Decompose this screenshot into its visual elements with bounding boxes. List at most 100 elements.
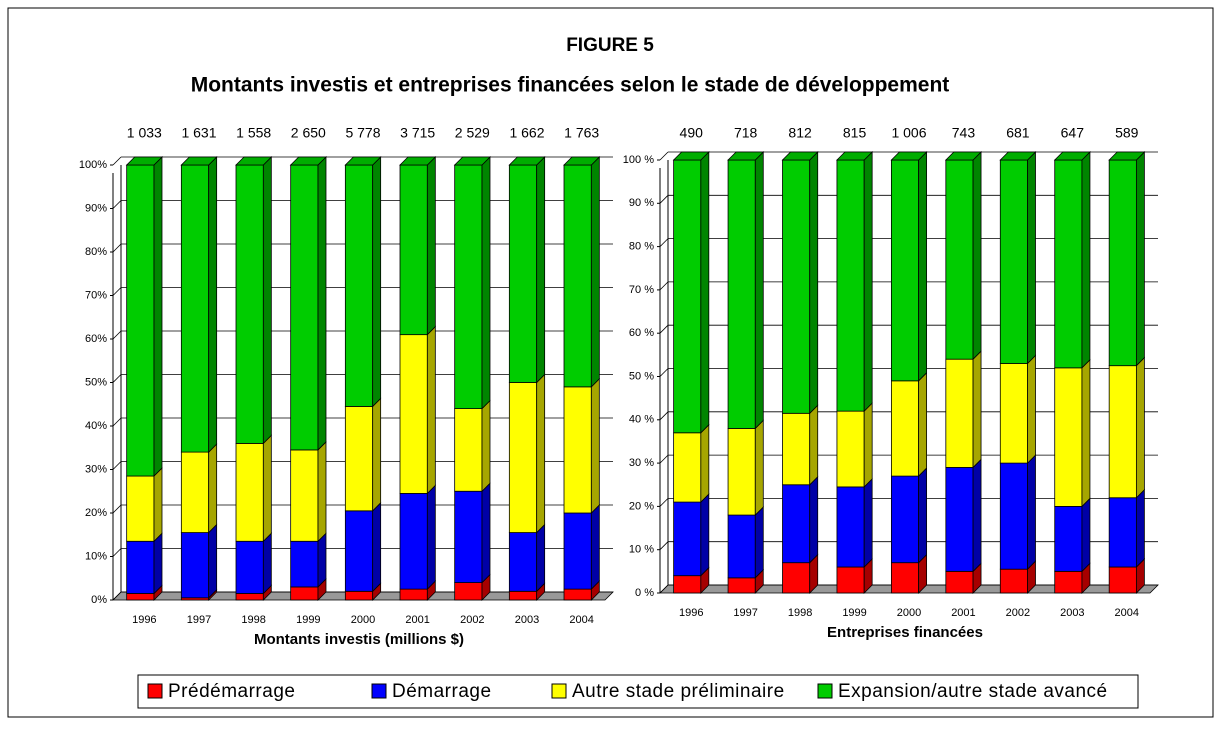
bar-side: [153, 467, 163, 543]
bar-segment: [344, 406, 374, 512]
bar-side: [481, 482, 491, 584]
legend-swatch-inner: [555, 687, 563, 695]
bar-segment: [782, 562, 811, 594]
total-label: 1 631: [181, 125, 216, 141]
bar-segment: [180, 532, 210, 599]
bar-top: [944, 151, 983, 161]
bar-side: [1027, 151, 1036, 365]
bar-segment: [1108, 566, 1137, 594]
bar-segment: [945, 467, 974, 572]
total-label: 647: [1061, 125, 1085, 141]
total-label: 1 006: [891, 125, 926, 141]
bar-segment: [1054, 159, 1083, 369]
bar-side: [262, 532, 272, 595]
bar-top: [1053, 151, 1091, 161]
bar-segment: [890, 380, 920, 477]
bar-segment: [673, 575, 702, 594]
bar-segment: [945, 358, 974, 468]
bar-side: [372, 156, 382, 408]
legend-label: Prédémarrage: [168, 681, 295, 702]
bar-side: [1081, 151, 1091, 369]
y-tick-label: 40 %: [629, 414, 654, 426]
bar-segment: [180, 451, 210, 533]
y-tick-label: 60%: [85, 333, 107, 345]
legend-label: Expansion/autre stade avancé: [838, 681, 1108, 702]
bar-side: [426, 156, 436, 336]
total-label: 589: [1115, 125, 1139, 141]
grid-line-side: [112, 461, 122, 470]
x-tick-label: 1998: [241, 614, 265, 626]
bar-segment: [126, 540, 155, 594]
bar-segment: [727, 577, 756, 594]
bar-segment: [399, 334, 428, 494]
bar-segment: [727, 159, 756, 429]
bar-segment: [727, 428, 756, 516]
bar-side: [481, 399, 491, 493]
bar-segment: [126, 164, 155, 477]
bar-segment: [126, 475, 155, 542]
total-label: 1 662: [509, 125, 544, 141]
bar-side: [317, 440, 327, 543]
grid-line-side: [659, 195, 669, 204]
y-tick-label: 50%: [85, 376, 107, 388]
bar-side: [918, 467, 928, 564]
bar-side: [590, 377, 600, 514]
grid-line-side: [659, 584, 669, 594]
y-tick-label: 50 %: [629, 370, 654, 382]
grid-line-side: [659, 498, 669, 507]
bar-side: [317, 156, 327, 451]
bar-segment: [673, 501, 702, 577]
bar-segment: [235, 593, 264, 601]
bar-segment: [290, 449, 319, 542]
bar-side: [809, 475, 819, 564]
bar-segment: [999, 568, 1028, 594]
bar-side: [153, 532, 163, 595]
bar-side: [700, 423, 710, 504]
grid-line-side: [112, 591, 122, 601]
y-tick-label: 0 %: [635, 587, 654, 599]
bar-segment: [1054, 367, 1083, 507]
bar-segment: [399, 493, 428, 590]
bar-segment: [399, 588, 428, 601]
legend-label: Démarrage: [392, 681, 492, 702]
grid-line-side: [112, 200, 122, 209]
y-tick-label: 20 %: [629, 500, 654, 512]
total-label: 3 715: [400, 125, 435, 141]
bar-side: [700, 151, 710, 434]
bar-top: [835, 151, 874, 161]
bar-side: [754, 151, 764, 430]
grid-line-side: [659, 454, 669, 464]
bar-side: [590, 504, 600, 591]
bar-segment: [782, 484, 811, 564]
grid-line-side: [112, 548, 122, 557]
bar-segment: [782, 412, 811, 486]
bar-segment: [454, 582, 483, 601]
grid-line-side: [112, 417, 122, 427]
grid-line-side: [112, 374, 122, 383]
bar-side: [536, 373, 546, 534]
total-label: 490: [680, 125, 704, 141]
legend-swatch-inner: [151, 687, 159, 695]
bar-segment: [344, 164, 374, 407]
bar-top: [235, 156, 273, 166]
y-tick-label: 40%: [85, 420, 107, 432]
x-tick-label: 1997: [187, 614, 211, 626]
grid-line-side: [659, 368, 669, 377]
y-tick-label: 100 %: [623, 154, 654, 166]
bar-segment: [180, 164, 210, 453]
x-tick-label: 1998: [788, 607, 812, 619]
bar-side: [372, 397, 382, 512]
bar-side: [809, 151, 819, 415]
x-tick-label: 2004: [1115, 607, 1139, 619]
total-label: 2 650: [291, 125, 326, 141]
bar-side: [918, 151, 928, 382]
bar-side: [918, 371, 928, 478]
x-tick-label: 2004: [569, 614, 593, 626]
bar-side: [1135, 356, 1145, 499]
bar-side: [153, 156, 163, 477]
bar-side: [972, 151, 982, 361]
grid-line-side: [659, 541, 669, 550]
total-label: 743: [952, 125, 976, 141]
